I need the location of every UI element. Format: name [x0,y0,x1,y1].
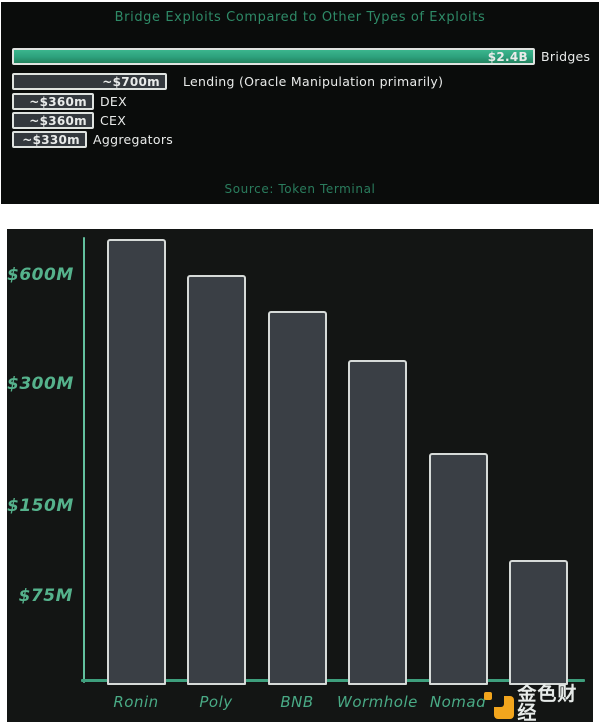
jinse-finance-logo-icon [484,688,514,720]
y-tick-150m: $150M [7,496,74,516]
bar-nomad [429,453,488,685]
bar-row-bridges: $2.4B Bridges [12,48,590,65]
bar-value-dex: ~$360m [29,94,87,109]
bar-sixth-obscured [509,560,568,685]
y-tick-600m: $600M [7,265,74,285]
source-caption: Source: Token Terminal [224,182,376,196]
y-axis-line [83,237,85,683]
x-label-bnb: BNB [280,693,314,711]
bar-row-dex: ~$360m DEX [12,93,127,110]
bar-label-dex: DEX [100,94,127,109]
top-chart-panel: Bridge Exploits Compared to Other Types … [1,2,599,204]
bar-row-cex: ~$360m CEX [12,112,126,129]
bar-value-bridges: $2.4B [487,49,528,64]
bar-label-aggregators: Aggregators [93,132,174,147]
y-tick-300m: $300M [7,374,74,394]
x-label-nomad: Nomad [429,693,487,711]
bar-row-aggregators: ~$330m Aggregators [12,131,173,148]
bar-value-cex: ~$360m [29,113,87,128]
bar-row-lending: ~$700m Lending (Oracle Manipulation prim… [12,73,443,90]
bar-ronin [107,239,166,685]
bar-value-lending: ~$700m [102,74,160,89]
bar-poly [187,275,246,685]
x-label-wormhole: Wormhole [337,693,418,711]
bottom-chart-panel: $600M $300M $150M $75M Ronin Poly BNB Wo… [7,229,593,722]
x-label-poly: Poly [199,693,233,711]
watermark: 金色财经 [484,685,593,722]
bar-dex: ~$360m [12,93,94,110]
bar-label-cex: CEX [100,113,127,128]
bar-wormhole [348,360,407,685]
y-tick-75m: $75M [18,586,73,606]
bar-cex: ~$360m [12,112,94,129]
watermark-text: 金色财经 [517,684,578,722]
bar-label-lending: Lending (Oracle Manipulation primarily) [183,74,444,89]
top-chart-title: Bridge Exploits Compared to Other Types … [114,10,486,25]
bar-value-aggregators: ~$330m [22,132,80,147]
bar-bnb [268,311,327,685]
bar-label-bridges: Bridges [541,49,591,64]
x-axis-line [81,679,585,682]
x-label-ronin: Ronin [113,693,159,711]
bar-bridges: $2.4B [12,48,535,65]
bar-aggregators: ~$330m [12,131,87,148]
bar-lending: ~$700m [12,73,167,90]
